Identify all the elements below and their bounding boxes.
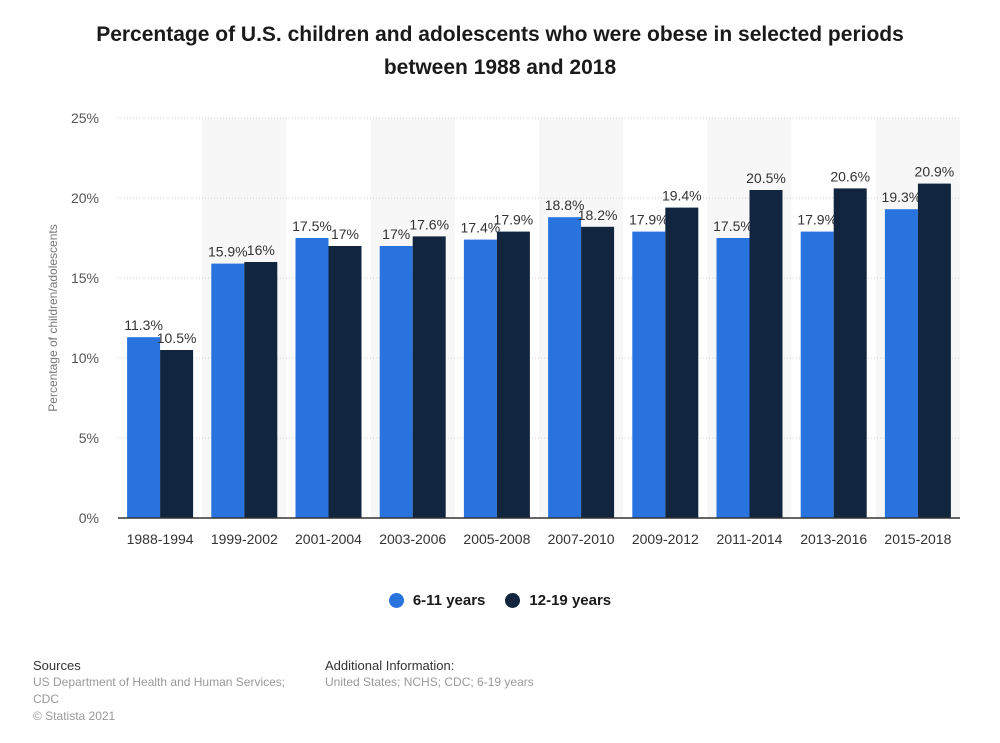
chart-title-line-2: between 1988 and 2018 xyxy=(383,56,617,79)
y-tick-label: 15% xyxy=(71,270,99,286)
x-tick-label: 2005-2008 xyxy=(463,531,530,547)
data-label: 19.3% xyxy=(882,189,922,205)
additional-label: Additional Information: xyxy=(325,658,455,673)
sources-text: US Department of Health and Human Servic… xyxy=(33,675,286,706)
data-label: 17% xyxy=(382,226,410,242)
bar xyxy=(665,207,699,518)
data-label: 15.9% xyxy=(208,244,248,260)
data-label: 17.9% xyxy=(494,212,534,228)
data-label: 10.5% xyxy=(157,330,197,346)
legend-item-12-19[interactable]: 12-19 years xyxy=(505,592,611,609)
bar xyxy=(884,209,918,518)
footer-additional: Additional Information: United States; N… xyxy=(325,657,625,691)
bar xyxy=(295,238,329,518)
legend-label-12-19: 12-19 years xyxy=(529,592,612,609)
bar xyxy=(379,246,413,518)
bar xyxy=(800,231,834,518)
footer-sources: Sources US Department of Health and Huma… xyxy=(33,657,303,725)
data-label: 17.5% xyxy=(713,218,753,234)
data-label: 18.8% xyxy=(545,197,585,213)
legend-label-6-11: 6-11 years xyxy=(412,592,486,609)
bar xyxy=(716,238,750,518)
sources-label: Sources xyxy=(33,658,81,673)
x-tick-label: 2011-2014 xyxy=(717,531,783,547)
data-label: 17.9% xyxy=(797,212,837,228)
legend-dot-6-11 xyxy=(388,593,404,608)
data-label: 19.4% xyxy=(662,188,702,204)
bar xyxy=(127,337,161,518)
copyright: © Statista 2021 xyxy=(33,709,116,723)
data-label: 20.5% xyxy=(746,170,786,186)
chart-title: Percentage of U.S. children and adolesce… xyxy=(40,18,960,84)
bar xyxy=(749,190,783,518)
bar-chart: 0% 5% 10% 15% 20% 25% Percentage of children/a… xyxy=(46,110,960,547)
x-tick-label: 1988-1994 xyxy=(127,531,194,547)
data-label: 16% xyxy=(247,242,275,258)
data-label: 17.9% xyxy=(629,212,669,228)
bar xyxy=(833,188,867,518)
x-tick-label: 1999-2002 xyxy=(211,531,278,547)
bar xyxy=(632,231,666,518)
bar xyxy=(328,246,362,518)
x-tick-label: 2003-2006 xyxy=(379,531,446,547)
bar xyxy=(211,263,245,518)
data-label: 17.6% xyxy=(409,216,449,232)
data-label: 18.2% xyxy=(578,207,618,223)
bar xyxy=(412,236,446,518)
y-tick-label: 5% xyxy=(79,430,99,446)
y-tick-label: 25% xyxy=(71,110,99,126)
bar xyxy=(548,217,582,518)
data-label: 17.5% xyxy=(292,218,332,234)
data-label: 17% xyxy=(331,226,359,242)
x-tick-label: 2015-2018 xyxy=(884,531,951,547)
data-label: 17.4% xyxy=(461,220,501,236)
x-tick-label: 2007-2010 xyxy=(548,531,615,547)
data-label: 20.6% xyxy=(830,168,870,184)
bar xyxy=(496,231,530,518)
y-tick-label: 0% xyxy=(79,510,99,526)
chart-title-line-1: Percentage of U.S. children and adolesce… xyxy=(96,23,904,46)
x-tick-label: 2009-2012 xyxy=(632,531,699,547)
bar xyxy=(160,350,194,518)
bar xyxy=(581,226,615,519)
bar xyxy=(917,183,951,518)
data-label: 11.3% xyxy=(124,317,163,333)
legend-item-6-11[interactable]: 6-11 years xyxy=(388,592,486,609)
legend: 6-11 years 12-19 years xyxy=(0,592,1000,609)
x-tick-label: 2001-2004 xyxy=(295,531,362,547)
additional-text: United States; NCHS; CDC; 6-19 years xyxy=(325,675,534,689)
y-tick-label: 20% xyxy=(71,190,99,206)
bar xyxy=(463,239,497,518)
legend-dot-12-19 xyxy=(505,593,521,608)
y-axis-title: Percentage of children/adolescents xyxy=(46,224,60,411)
x-tick-label: 2013-2016 xyxy=(800,531,867,547)
bar xyxy=(244,262,278,518)
data-label: 20.9% xyxy=(915,164,955,180)
y-tick-label: 10% xyxy=(71,350,99,366)
